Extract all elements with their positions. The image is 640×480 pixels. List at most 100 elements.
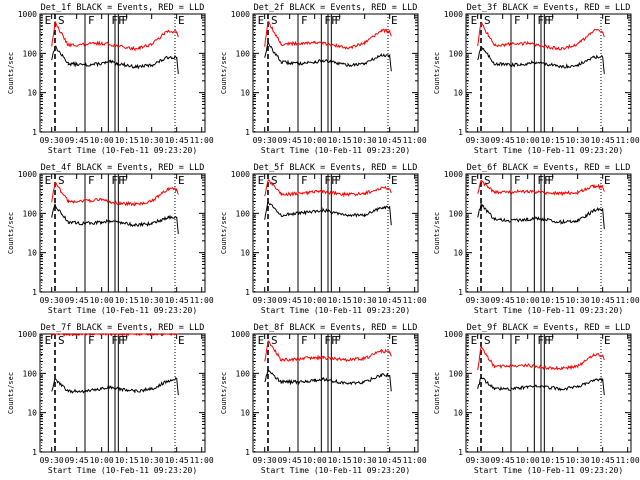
series-line-events bbox=[477, 202, 605, 230]
marker-label: F bbox=[118, 334, 125, 347]
x-tick-label: 09:45 bbox=[491, 456, 515, 465]
marker-label: E bbox=[178, 174, 185, 187]
x-tick-label: 10:30 bbox=[353, 296, 377, 305]
marker-label: E bbox=[604, 14, 611, 27]
y-tick-label: 10 bbox=[453, 89, 463, 98]
y-tick-label: 1 bbox=[458, 288, 463, 297]
marker-label: F bbox=[88, 174, 95, 187]
x-tick-label: 09:30 bbox=[466, 136, 490, 145]
chart-panel-8: Det_8f BLACK = Events, RED = LLD 1 10 100 10… bbox=[220, 323, 427, 475]
chart-title: Det_4f BLACK = Events, RED = LLD bbox=[41, 163, 205, 173]
marker-label: S bbox=[58, 174, 65, 187]
marker-label: S bbox=[484, 174, 491, 187]
x-tick-label: 10:45 bbox=[165, 136, 189, 145]
y-tick-label: 1 bbox=[458, 448, 463, 457]
x-axis-label: Start Time (10-Feb-11 09:23:20) bbox=[261, 466, 410, 475]
y-tick-label: 1 bbox=[245, 128, 250, 137]
marker-label: E bbox=[178, 14, 185, 27]
series-line-events bbox=[264, 369, 392, 392]
y-tick-label: 1000 bbox=[18, 10, 37, 19]
x-tick-label: 10:00 bbox=[516, 296, 540, 305]
chart-title: Det_3f BLACK = Events, RED = LLD bbox=[467, 3, 631, 13]
x-tick-label: 10:30 bbox=[566, 136, 590, 145]
marker-label: F bbox=[301, 174, 308, 187]
series-line-lld bbox=[477, 180, 605, 197]
x-tick-label: 11:00 bbox=[616, 456, 640, 465]
series-line-events bbox=[51, 203, 179, 234]
x-axis-label: Start Time (10-Feb-11 09:23:20) bbox=[474, 146, 623, 155]
x-tick-label: 10:45 bbox=[591, 136, 615, 145]
marker-label: F bbox=[331, 334, 338, 347]
plot-frame bbox=[39, 13, 206, 133]
x-tick-label: 09:30 bbox=[466, 456, 490, 465]
marker-label: E bbox=[604, 174, 611, 187]
x-tick-label: 09:30 bbox=[40, 456, 64, 465]
x-tick-label: 10:45 bbox=[591, 296, 615, 305]
plot-frame bbox=[465, 173, 632, 293]
marker-label: E bbox=[178, 334, 185, 347]
marker-label: F bbox=[331, 14, 338, 27]
marker-label: F bbox=[118, 14, 125, 27]
x-tick-label: 10:00 bbox=[90, 456, 114, 465]
y-tick-label: 1 bbox=[32, 128, 37, 137]
series-line-events bbox=[51, 45, 179, 74]
chart-title: Det_7f BLACK = Events, RED = LLD bbox=[41, 323, 205, 333]
y-tick-label: 100 bbox=[23, 209, 38, 218]
y-tick-label: 100 bbox=[236, 369, 251, 378]
plot-frame bbox=[39, 333, 206, 453]
y-tick-label: 10 bbox=[453, 249, 463, 258]
x-tick-label: 09:30 bbox=[40, 136, 64, 145]
y-tick-label: 10 bbox=[27, 249, 37, 258]
x-tick-label: 10:00 bbox=[303, 296, 327, 305]
y-axis-label: Counts/sec bbox=[220, 372, 228, 414]
marker-label: F bbox=[547, 174, 554, 187]
x-tick-label: 09:45 bbox=[278, 296, 302, 305]
series-line-lld bbox=[264, 178, 392, 198]
series-line-lld bbox=[477, 22, 605, 51]
marker-label: F bbox=[301, 14, 308, 27]
y-tick-label: 1 bbox=[32, 448, 37, 457]
marker-label: F bbox=[121, 174, 128, 187]
x-tick-label: 10:30 bbox=[353, 136, 377, 145]
marker-label: F bbox=[331, 174, 338, 187]
x-tick-label: 11:00 bbox=[190, 136, 214, 145]
series-line-lld bbox=[264, 340, 392, 363]
x-tick-label: 10:15 bbox=[115, 136, 139, 145]
y-tick-label: 100 bbox=[449, 369, 464, 378]
x-tick-label: 10:45 bbox=[378, 456, 402, 465]
x-tick-label: 10:45 bbox=[591, 456, 615, 465]
y-tick-label: 100 bbox=[449, 49, 464, 58]
marker-label: S bbox=[58, 14, 65, 27]
x-tick-label: 10:30 bbox=[140, 456, 164, 465]
marker-label: E bbox=[391, 14, 398, 27]
y-tick-label: 10 bbox=[240, 409, 250, 418]
marker-label: F bbox=[121, 14, 128, 27]
chart-panel-6: Det_6f BLACK = Events, RED = LLD 1 10 100 10… bbox=[433, 163, 640, 315]
chart-panel-9: Det_9f BLACK = Events, RED = LLD 1 10 100 10… bbox=[433, 323, 640, 475]
chart-panel-1: Det_1f BLACK = Events, RED = LLD 1 10 100 10… bbox=[7, 3, 214, 155]
chart-title: Det_8f BLACK = Events, RED = LLD bbox=[254, 323, 418, 333]
chart-panel-5: Det_5f BLACK = Events, RED = LLD 1 10 100 10… bbox=[220, 163, 427, 315]
x-axis-label: Start Time (10-Feb-11 09:23:20) bbox=[474, 306, 623, 315]
marker-label: F bbox=[514, 334, 521, 347]
marker-label: E bbox=[45, 174, 52, 187]
x-tick-label: 10:00 bbox=[303, 136, 327, 145]
x-tick-label: 10:00 bbox=[90, 136, 114, 145]
series-line-lld bbox=[477, 346, 605, 371]
chart-title: Det_5f BLACK = Events, RED = LLD bbox=[254, 163, 418, 173]
marker-label: E bbox=[258, 334, 265, 347]
x-tick-label: 10:30 bbox=[140, 136, 164, 145]
x-tick-label: 09:45 bbox=[278, 456, 302, 465]
x-tick-label: 10:45 bbox=[165, 456, 189, 465]
x-tick-label: 10:00 bbox=[516, 456, 540, 465]
series-line-lld bbox=[264, 20, 392, 50]
series-line-lld bbox=[51, 21, 179, 52]
marker-label: E bbox=[391, 174, 398, 187]
x-axis-label: Start Time (10-Feb-11 09:23:20) bbox=[48, 146, 197, 155]
y-tick-label: 100 bbox=[236, 49, 251, 58]
y-tick-label: 1 bbox=[458, 128, 463, 137]
marker-label: E bbox=[391, 334, 398, 347]
series-line-lld bbox=[51, 332, 179, 337]
y-tick-label: 10 bbox=[240, 89, 250, 98]
